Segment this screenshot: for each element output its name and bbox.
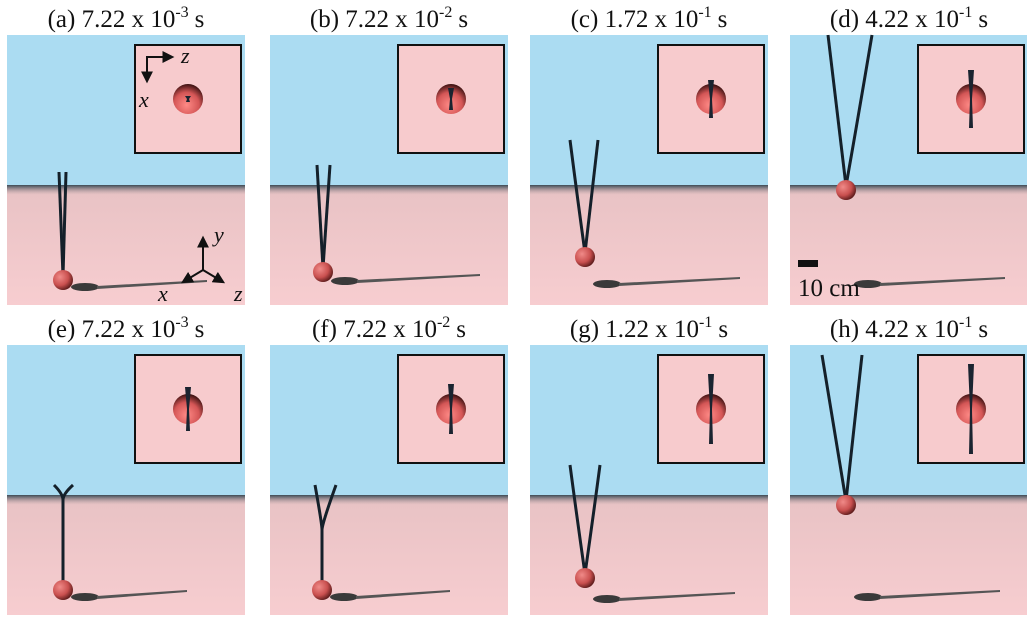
axis-3d-label: y <box>212 222 224 247</box>
panel-caption: (a) 7.22 x 10-3 s <box>48 4 205 33</box>
caption-exponent: -2 <box>439 4 452 21</box>
panel <box>530 345 768 615</box>
caption-exponent: -1 <box>699 314 712 331</box>
panel <box>270 35 508 305</box>
sphere <box>575 568 595 588</box>
caption-exponent: -1 <box>959 314 972 331</box>
caption-exponent: -2 <box>437 314 450 331</box>
shadow <box>593 595 621 603</box>
caption-unit: s <box>718 316 728 343</box>
caption-unit: s <box>458 6 468 33</box>
inset-axis-label: x <box>138 87 149 112</box>
shadow <box>71 283 99 291</box>
caption-main: (e) 7.22 x 10 <box>48 316 176 343</box>
ground <box>270 495 508 615</box>
panel-caption: (g) 1.22 x 10-1 s <box>570 314 728 343</box>
panel <box>790 345 1027 615</box>
panel-caption: (b) 7.22 x 10-2 s <box>310 4 468 33</box>
panel <box>7 35 245 305</box>
panel-caption: (e) 7.22 x 10-3 s <box>48 314 205 343</box>
panel-caption: (f) 7.22 x 10-2 s <box>312 314 466 343</box>
sphere <box>312 580 332 600</box>
figure: (a) 7.22 x 10-3s(b) 7.22 x 10-2s(c) 1.72… <box>0 0 1027 619</box>
ground <box>530 185 768 305</box>
caption-exponent: -3 <box>175 314 188 331</box>
caption-main: (f) 7.22 x 10 <box>312 316 437 343</box>
panel <box>270 345 508 615</box>
panel <box>7 345 245 615</box>
scale-bar-label: 10 cm <box>798 275 860 302</box>
horizon-shade <box>7 495 245 505</box>
caption-unit: s <box>195 6 205 33</box>
caption-unit: s <box>978 316 988 343</box>
axis-3d-label: z <box>233 281 243 306</box>
axis-3d-label: x <box>157 281 168 306</box>
shadow <box>331 277 359 285</box>
panel-caption: (d) 4.22 x 10-1 s <box>830 4 988 33</box>
sphere <box>836 495 856 515</box>
caption-main: (b) 7.22 x 10 <box>310 6 439 33</box>
sphere <box>53 270 73 290</box>
horizon-shade <box>7 185 245 195</box>
caption-main: (g) 1.22 x 10 <box>570 316 699 343</box>
caption-exponent: -1 <box>698 4 711 21</box>
caption-unit: s <box>978 6 988 33</box>
caption-unit: s <box>195 316 205 343</box>
panel-caption: (h) 4.22 x 10-1 s <box>830 314 988 343</box>
caption-main: (a) 7.22 x 10 <box>48 6 176 33</box>
inset-axis-label: z <box>180 43 190 68</box>
sphere <box>575 247 595 267</box>
horizon-shade <box>790 185 1027 195</box>
shadow <box>71 593 99 601</box>
ground <box>270 185 508 305</box>
horizon-shade <box>270 185 508 195</box>
caption-main: (c) 1.72 x 10 <box>571 6 699 33</box>
horizon-shade <box>790 495 1027 505</box>
horizon-shade <box>530 185 768 195</box>
horizon-shade <box>270 495 508 505</box>
shadow <box>593 280 621 288</box>
panel <box>530 35 768 305</box>
sphere <box>836 180 856 200</box>
scale-bar <box>798 260 818 267</box>
shadow <box>854 593 882 601</box>
caption-main: (d) 4.22 x 10 <box>830 6 959 33</box>
sphere <box>313 262 333 282</box>
shadow <box>330 593 358 601</box>
caption-unit: s <box>718 6 728 33</box>
panel-caption: (c) 1.72 x 10-1 s <box>571 4 728 33</box>
caption-main: (h) 4.22 x 10 <box>830 316 959 343</box>
panel <box>790 35 1027 305</box>
horizon-shade <box>530 495 768 505</box>
caption-exponent: -3 <box>175 4 188 21</box>
caption-unit: s <box>456 316 466 343</box>
caption-exponent: -1 <box>959 4 972 21</box>
sphere <box>53 580 73 600</box>
ground <box>7 495 245 615</box>
